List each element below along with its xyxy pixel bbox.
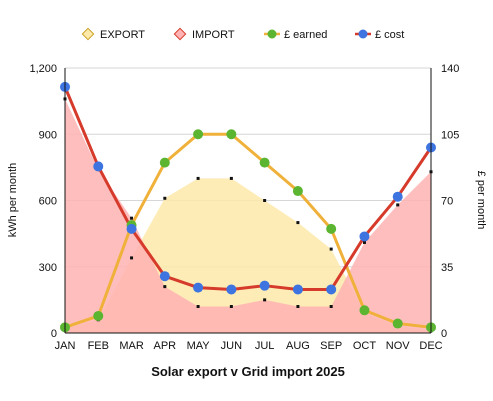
x-tick-label: MAY xyxy=(187,340,211,352)
point-export xyxy=(296,221,300,225)
point-gbp-cost xyxy=(359,231,370,242)
legend-item-import: IMPORT xyxy=(173,27,235,41)
point-gbp-cost xyxy=(392,191,403,202)
point-gbp-earned xyxy=(159,157,170,168)
legend-item-gbp-earned: £ earned xyxy=(264,29,327,41)
point-gbp-cost xyxy=(159,271,170,282)
y-left-tick-label: 0 xyxy=(51,328,57,340)
point-gbp-cost xyxy=(93,161,104,172)
legend-label: £ earned xyxy=(284,29,327,41)
point-gbp-cost xyxy=(259,280,270,291)
x-tick-label: JUL xyxy=(255,340,275,352)
point-gbp-earned xyxy=(193,129,204,140)
line-gbp-earned xyxy=(64,132,432,329)
point-export xyxy=(196,176,200,180)
legend-item-export: EXPORT xyxy=(81,27,145,41)
point-gbp-cost xyxy=(326,284,337,295)
point-gbp-cost xyxy=(292,284,303,295)
point-gbp-earned xyxy=(292,186,303,197)
y-left-tick-label: 600 xyxy=(39,196,57,208)
x-tick-label: FEB xyxy=(88,340,109,352)
legend-item-gbp-cost: £ cost xyxy=(355,29,404,41)
axes: 0 300 600 900 1,200 0 35 70 105 140 JAN FEB MAR APR MA… xyxy=(29,63,459,352)
point-gbp-earned xyxy=(359,305,370,316)
y-left-tick-label: 300 xyxy=(39,262,57,274)
x-tick-label: OCT xyxy=(353,340,377,352)
y-right-tick-label: 35 xyxy=(441,262,453,274)
point-gbp-earned xyxy=(326,223,337,234)
y-right-tick-label: 105 xyxy=(441,129,459,141)
legend-swatch xyxy=(173,27,187,41)
x-tick-label: AUG xyxy=(286,340,310,352)
y-right-tick-label: 70 xyxy=(441,196,453,208)
x-tick-label: SEP xyxy=(320,340,342,352)
line-series xyxy=(63,86,433,329)
y-axis-left-label: kWh per month xyxy=(7,163,19,238)
point-gbp-cost xyxy=(226,284,237,295)
legend-swatch xyxy=(81,27,95,41)
point-import xyxy=(329,305,333,308)
line-gbp-cost xyxy=(63,86,433,291)
x-tick-label: DEC xyxy=(419,340,442,352)
point-import xyxy=(163,285,167,289)
x-tick-label: JUN xyxy=(221,340,242,352)
series-markers xyxy=(60,81,436,333)
point-import xyxy=(130,216,134,220)
legend-marker xyxy=(267,29,277,39)
point-gbp-earned xyxy=(259,157,270,168)
point-export xyxy=(229,176,233,180)
legend-label: EXPORT xyxy=(100,29,145,41)
x-tick-label: MAR xyxy=(119,340,144,352)
point-import xyxy=(196,305,200,308)
point-export xyxy=(130,256,134,260)
legend-label: £ cost xyxy=(375,29,404,41)
area-series xyxy=(65,98,431,334)
area-import xyxy=(65,98,431,334)
point-gbp-earned xyxy=(93,310,104,321)
y-left-tick-label: 900 xyxy=(39,129,57,141)
point-import xyxy=(263,298,267,302)
legend: EXPORT IMPORT £ earned £ cost xyxy=(81,27,404,41)
point-import xyxy=(362,240,366,244)
chart-title: Solar export v Grid import 2025 xyxy=(151,364,345,379)
y-right-tick-label: 140 xyxy=(441,63,459,75)
legend-marker xyxy=(358,29,368,39)
point-gbp-cost xyxy=(126,223,137,234)
x-tick-label: APR xyxy=(154,340,177,352)
legend-label: IMPORT xyxy=(192,29,235,41)
point-import xyxy=(396,203,400,207)
point-gbp-earned xyxy=(392,318,403,329)
y-left-tick-label: 1,200 xyxy=(29,63,57,75)
y-axis-right-label: £ per month xyxy=(475,171,487,230)
point-gbp-earned xyxy=(226,129,237,140)
point-export xyxy=(263,199,267,202)
x-tick-label: NOV xyxy=(386,340,411,352)
point-export xyxy=(329,247,333,251)
x-tick-label: JAN xyxy=(55,340,76,352)
y-right-tick-label: 0 xyxy=(441,328,447,340)
point-export xyxy=(163,196,167,200)
point-import xyxy=(296,305,300,308)
point-gbp-cost xyxy=(193,282,204,293)
point-import xyxy=(229,305,233,308)
